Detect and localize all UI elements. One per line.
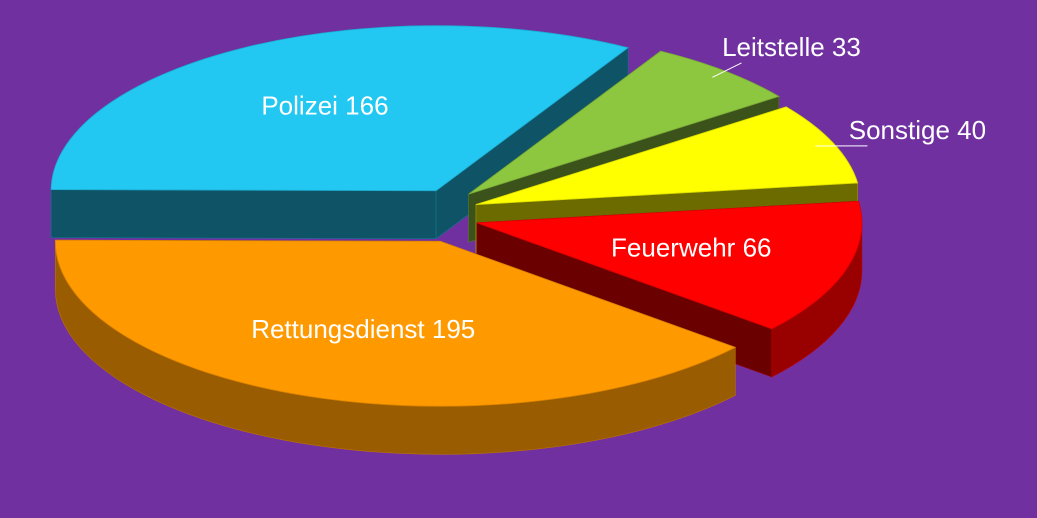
- slice-top: [476, 200, 863, 330]
- slice: [54, 239, 737, 455]
- data-label: Feuerwehr 66: [611, 232, 771, 262]
- slice-top: [475, 106, 859, 205]
- label-category: Polizei: [261, 91, 338, 121]
- slice-top: [50, 25, 630, 192]
- leader-line: [712, 62, 742, 78]
- label-value: 66: [743, 232, 772, 262]
- slice-top: [54, 239, 737, 407]
- label-category: Rettungsdienst: [251, 314, 425, 344]
- slice-radial-wall: [50, 189, 437, 240]
- data-label: Polizei 166: [261, 91, 388, 121]
- label-category: Leitstelle: [722, 32, 825, 62]
- data-label: Sonstige 40: [849, 115, 986, 145]
- data-label: Rettungsdienst 195: [251, 314, 475, 344]
- label-value: 40: [957, 115, 986, 145]
- data-label: Leitstelle 33: [722, 32, 861, 62]
- slice: [476, 200, 863, 378]
- label-value: 166: [345, 91, 388, 121]
- label-value: 195: [432, 314, 475, 344]
- label-value: 33: [832, 32, 861, 62]
- label-category: Sonstige: [849, 115, 950, 145]
- label-category: Feuerwehr: [611, 232, 736, 262]
